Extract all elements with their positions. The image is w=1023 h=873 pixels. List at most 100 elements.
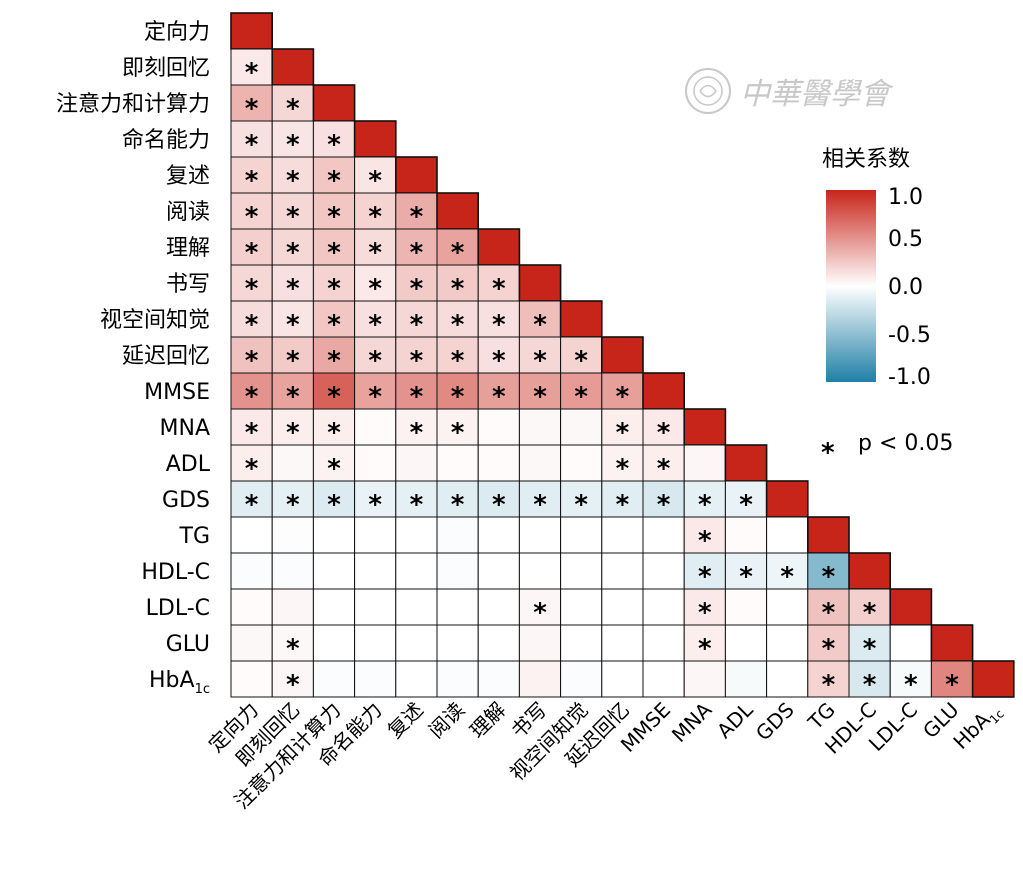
significance-star: * [368,346,382,376]
heatmap-cell-17-0 [230,624,273,662]
heatmap-cell-15-11 [683,552,726,590]
significance-star: * [368,382,382,412]
heatmap-cell-17-14 [807,624,850,662]
heatmap-cell-14-13 [766,516,809,554]
row-label: 复述 [166,164,210,189]
significance-star: * [368,238,382,268]
significance-star: * [286,310,300,340]
significance-star: * [533,598,547,628]
significance-star: * [492,274,506,304]
significance-star: * [822,562,836,592]
heatmap-cell-10-1 [271,372,314,410]
significance-star: * [327,490,341,520]
significance-star: * [822,634,836,664]
heatmap-cell-13-7 [518,480,562,518]
heatmap-cell-6-5 [436,228,479,266]
heatmap-cell-13-12 [724,480,768,518]
heatmap-cell-15-13 [766,552,809,590]
significance-star: * [245,310,259,340]
heatmap-cell-18-1 [271,660,314,698]
significance-star: * [327,274,341,304]
row-label: 命名能力 [122,128,210,153]
significance-star: * [286,94,300,124]
heatmap-cell-11-8 [560,408,603,446]
heatmap-cell-5-1 [271,192,314,230]
heatmap-cell-14-1 [271,516,314,554]
column-label: ADL [712,697,758,743]
legend-tick-label: 0.0 [888,275,923,300]
heatmap-cell-17-13 [766,624,809,662]
heatmap-cell-18-6 [477,660,520,698]
heatmap-cell-11-4 [395,408,438,446]
heatmap-cell-18-0 [230,660,273,698]
significance-star: * [616,382,630,412]
heatmap-cell-18-13 [766,660,809,698]
heatmap-cell-17-5 [436,624,479,662]
heatmap-cell-15-6 [477,552,520,590]
watermark-text: 中華醫學會 [740,77,894,112]
heatmap-cell-7-0 [230,264,273,302]
significance-star: * [616,454,630,484]
significance-star: * [822,598,836,628]
significance-star: * [451,238,465,268]
heatmap-cell-18-14 [807,660,850,698]
row-label: GLU [166,632,210,657]
heatmap-cell-14-6 [477,516,520,554]
heatmap-cell-8-2 [312,300,356,338]
significance-star: * [245,58,259,88]
heatmap-cell-8-8 [559,300,603,338]
column-label: MNA [667,697,717,747]
significance-star: * [245,490,259,520]
heatmap-cell-13-9 [601,480,644,518]
heatmap-cell-15-14 [807,552,850,590]
heatmap-cell-3-2 [312,120,356,158]
significance-star: * [410,346,424,376]
heatmap-cell-13-1 [271,480,314,518]
significance-star: * [245,238,259,268]
heatmap-cell-5-5 [436,192,480,230]
significance-star: * [368,310,382,340]
heatmap-cell-13-3 [354,480,397,518]
heatmap-cell-9-0 [230,336,273,374]
heatmap-cell-15-2 [312,552,356,590]
significance-star: * [327,166,341,196]
heatmap-cell-7-6 [477,264,520,302]
significance-star: * [245,454,259,484]
significance-star: * [245,202,259,232]
heatmap-cell-12-5 [436,444,479,482]
heatmap-cell-11-7 [518,408,562,446]
heatmap-cell-12-8 [560,444,603,482]
heatmap-cell-13-0 [230,480,273,518]
significance-star: * [492,346,506,376]
row-label: 注意力和计算力 [56,92,210,117]
heatmap-cell-15-4 [395,552,438,590]
significance-star: * [327,382,341,412]
row-label: 即刻回忆 [122,56,210,81]
significance-star: * [286,490,300,520]
column-label: 理解 [465,698,510,743]
heatmap-cell-16-12 [724,588,768,626]
significance-star: * [286,418,300,448]
heatmap-cell-18-10 [642,660,685,698]
heatmap-cell-13-2 [312,480,356,518]
significance-star: * [245,418,259,448]
heatmap-cell-18-17 [930,660,974,698]
significance-star: * [822,670,836,700]
heatmap-cell-17-2 [312,624,356,662]
heatmap-cell-14-14 [806,516,850,554]
significance-star: * [286,166,300,196]
heatmap-cell-17-17 [930,624,974,662]
significance-star: * [245,346,259,376]
heatmap-cell-18-3 [354,660,397,698]
heatmap-cell-15-7 [518,552,562,590]
heatmap-cell-7-1 [271,264,314,302]
heatmap-cell-9-8 [560,336,603,374]
heatmap-cell-16-14 [807,588,850,626]
significance-star: * [245,130,259,160]
significance-star: * [657,418,671,448]
significance-star: * [739,562,753,592]
significance-star: * [657,454,671,484]
significance-star: * [574,382,588,412]
